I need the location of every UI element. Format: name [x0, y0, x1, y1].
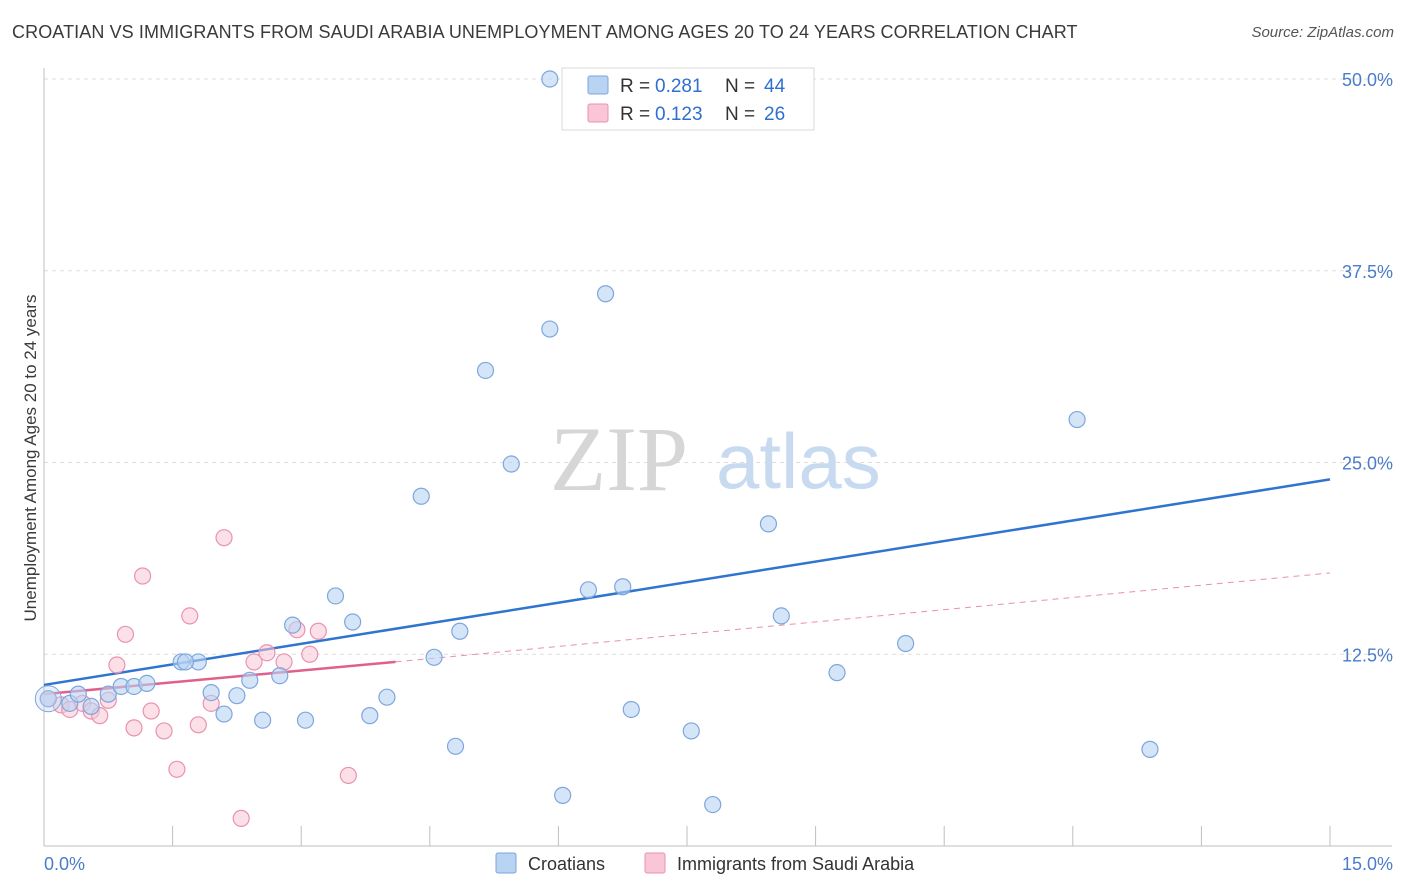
trend-line-saudi-extended	[395, 572, 1331, 663]
trend-lines	[43, 478, 1331, 696]
croatians-point-22	[412, 487, 430, 505]
croatians-point-2	[69, 685, 87, 703]
y-tick-label-3: 50.0%	[1342, 70, 1393, 90]
croatians-point-30	[579, 581, 598, 599]
croatians-point-24	[446, 737, 465, 755]
saudi-point-14	[181, 607, 199, 625]
croatians-point-26	[476, 361, 495, 380]
croatians-point-33	[622, 700, 640, 719]
legend-swatch-croatians	[587, 75, 609, 95]
saudi-point-25	[339, 766, 357, 785]
croatians-point-32	[614, 578, 632, 596]
croatians-point-38	[828, 664, 846, 682]
saudi-point-18	[232, 809, 250, 827]
bottom-legend-saudi: Immigrants from Saudi Arabia	[677, 854, 915, 874]
croatians-point-36	[759, 515, 778, 533]
chart-title: CROATIAN VS IMMIGRANTS FROM SAUDI ARABIA…	[12, 22, 1078, 42]
y-tick-label-2: 37.5%	[1342, 262, 1393, 282]
croatians-point-31	[596, 285, 615, 303]
legend-n-value-1: 44	[764, 76, 786, 97]
saudi-point-20	[258, 644, 276, 662]
croatians-point-4	[99, 685, 117, 703]
croatians-point-7	[138, 674, 156, 692]
croatians-point-43	[176, 653, 195, 671]
legend-r-value-1: 0.281	[655, 76, 703, 97]
grid-lines	[44, 78, 1392, 655]
x-tick-label-max: 15.0%	[1342, 854, 1393, 874]
croatians-point-25	[451, 622, 469, 640]
saudi-point-23	[301, 645, 319, 663]
croatians-point-10	[202, 683, 220, 702]
bottom-legend-swatch-saudi	[644, 852, 666, 874]
croatians-point-3	[82, 697, 100, 716]
x-axis-ticks	[172, 826, 1331, 846]
croatians-point-18	[326, 587, 345, 605]
saudi-point-24	[309, 622, 327, 640]
saudi-point-15	[189, 716, 207, 734]
croatians-point-28	[541, 320, 559, 338]
saudi-point-11	[142, 702, 160, 720]
croatians-point-0	[39, 690, 57, 708]
croatians-point-13	[241, 671, 259, 689]
y-axis-title: Unemployment Among Ages 20 to 24 years	[21, 295, 40, 622]
saudi-point-10	[133, 567, 152, 585]
saudi-point-9	[125, 719, 143, 737]
croatians-point-large	[34, 685, 62, 713]
bottom-legend: Croatians Immigrants from Saudi Arabia	[495, 852, 915, 874]
croatians-point-34	[682, 722, 700, 740]
croatians-point-14	[254, 711, 272, 729]
saudi-point-8	[116, 625, 135, 643]
y-tick-label-0: 12.5%	[1342, 645, 1393, 665]
trend-line-croatians	[43, 478, 1331, 687]
legend-n-label-1: N =	[725, 76, 755, 97]
croatians-point-41	[1141, 740, 1159, 758]
croatians-point-42	[541, 70, 559, 88]
legend-n-value-2: 26	[764, 104, 785, 125]
croatians-point-21	[378, 688, 396, 706]
croatians-point-29	[554, 786, 572, 804]
watermark: ZIP atlas	[550, 408, 881, 510]
stats-legend: R = 0.281 N = 44 R = 0.123 N = 26	[561, 67, 815, 131]
y-tick-label-1: 25.0%	[1342, 454, 1393, 474]
saudi-point-13	[168, 760, 186, 778]
legend-n-label-2: N =	[725, 104, 755, 125]
trend-line-saudi	[43, 660, 396, 696]
croatians-point-17	[296, 711, 315, 729]
croatians-point-27	[502, 455, 520, 473]
croatians-point-35	[704, 795, 722, 814]
x-axis-tick-labels: 0.0% 15.0%	[44, 854, 1393, 874]
croatians-point-39	[897, 634, 915, 653]
bottom-legend-swatch-croatians	[495, 852, 517, 874]
legend-r-label-1: R =	[620, 76, 650, 97]
x-tick-label-min: 0.0%	[44, 854, 85, 874]
saudi-point-19	[245, 653, 263, 671]
croatians-point-16	[284, 616, 302, 634]
croatians-point-20	[361, 707, 379, 725]
watermark-atlas: atlas	[716, 417, 881, 505]
croatians-point-40	[1068, 410, 1086, 429]
watermark-zip: ZIP	[550, 408, 688, 510]
source-label: Source: ZipAtlas.com	[1251, 24, 1394, 41]
croatians-point-15	[271, 667, 289, 685]
series-croatians-points	[34, 70, 1159, 814]
croatians-point-23	[425, 648, 443, 666]
bottom-legend-croatians: Croatians	[528, 854, 605, 874]
legend-swatch-saudi	[587, 103, 609, 123]
croatians-point-19	[344, 613, 362, 631]
axes	[43, 68, 1392, 847]
y-axis-tick-labels: 12.5% 25.0% 37.5% 50.0%	[1342, 70, 1393, 665]
croatians-point-37	[772, 607, 790, 625]
legend-r-value-2: 0.123	[655, 104, 703, 125]
croatians-point-12	[228, 687, 246, 705]
saudi-point-12	[155, 722, 173, 740]
legend-r-label-2: R =	[620, 104, 650, 125]
saudi-point-7	[108, 656, 126, 674]
croatians-point-11	[215, 705, 233, 723]
saudi-point-17	[215, 529, 233, 547]
